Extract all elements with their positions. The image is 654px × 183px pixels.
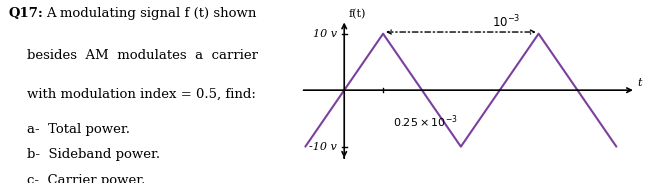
Text: b-  Sideband power.: b- Sideband power. [27, 148, 160, 161]
Text: Q17:: Q17: [9, 7, 44, 20]
Text: 10 v: 10 v [313, 29, 337, 39]
Text: a-  Total power.: a- Total power. [27, 123, 129, 136]
Text: $0.25\times10^{-3}$: $0.25\times10^{-3}$ [394, 113, 458, 130]
Text: $10^{-3}$: $10^{-3}$ [492, 14, 521, 31]
Text: t: t [638, 79, 642, 88]
Text: with modulation index = 0.5, find:: with modulation index = 0.5, find: [27, 88, 256, 101]
Text: f(t): f(t) [349, 9, 366, 19]
Text: A modulating signal f (t) shown: A modulating signal f (t) shown [46, 7, 256, 20]
Text: c-  Carrier power.: c- Carrier power. [27, 174, 145, 183]
Text: -10 v: -10 v [309, 142, 337, 152]
Text: besides  AM  modulates  a  carrier: besides AM modulates a carrier [27, 49, 258, 62]
